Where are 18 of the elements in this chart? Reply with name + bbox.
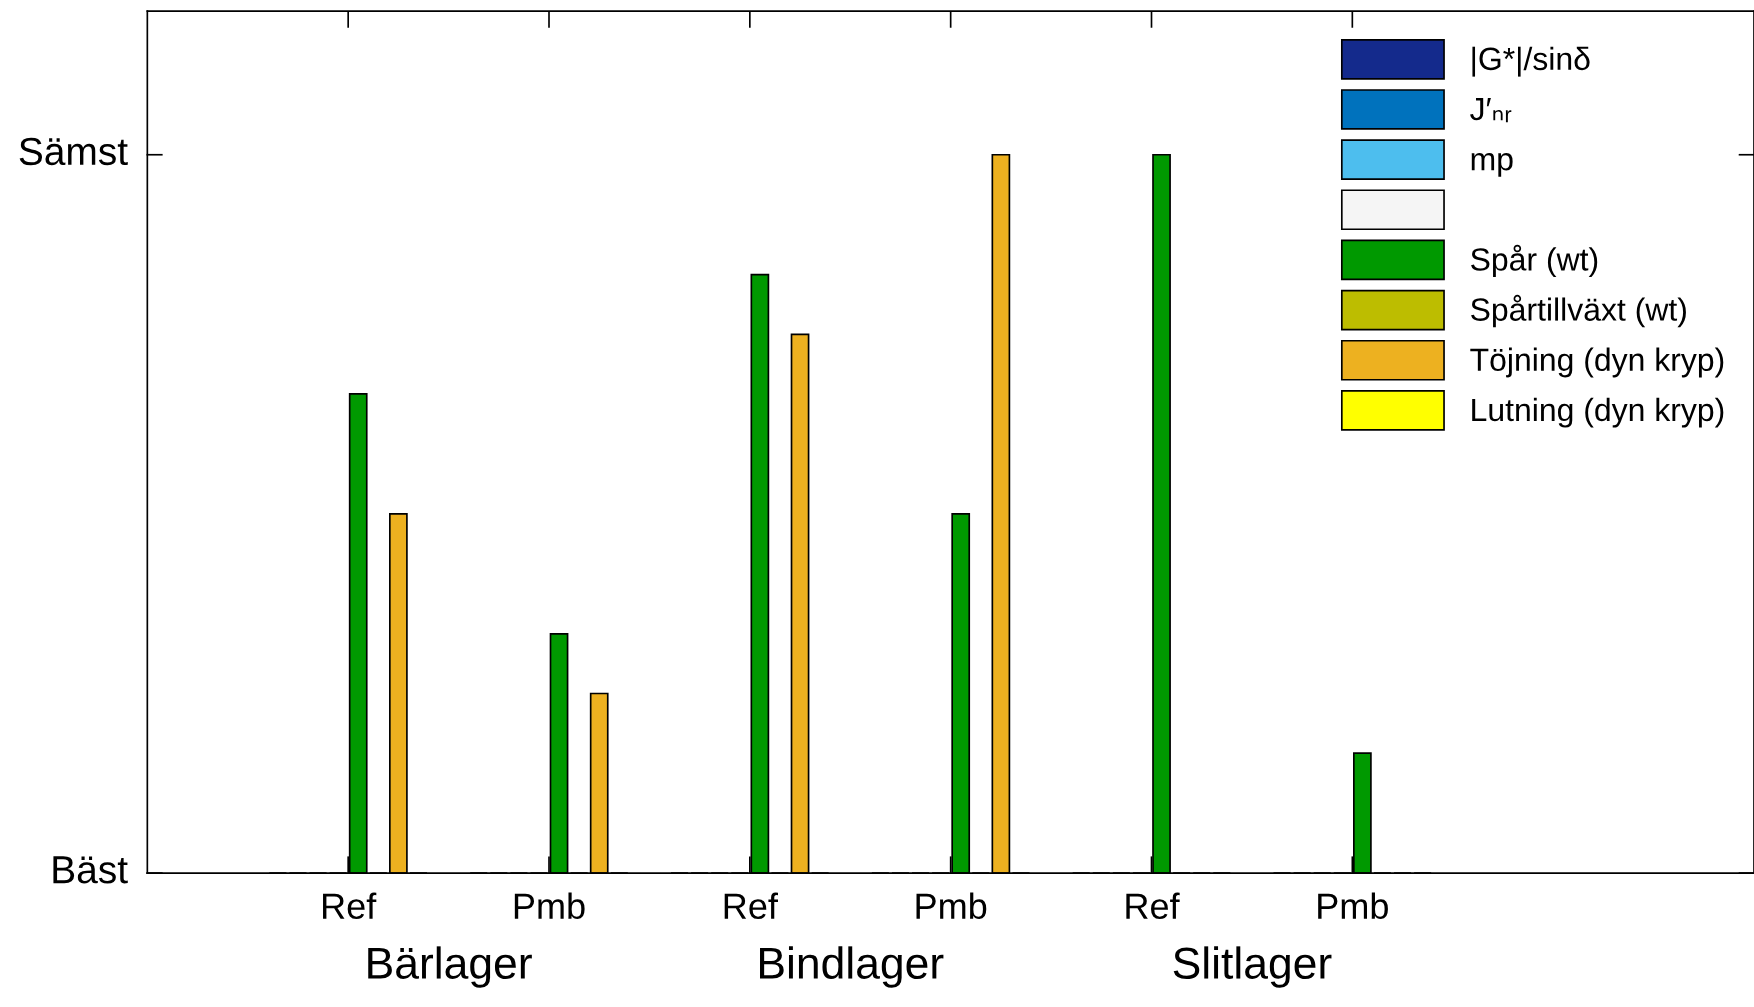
x-tick-label: Ref — [724, 892, 778, 920]
legend-label: |G*|/sinδ — [1472, 46, 1590, 77]
x-tick-label: Pmb — [514, 892, 585, 920]
legend-label: Lutning (dyn kryp) — [1472, 397, 1724, 428]
text: Bindlager — [760, 946, 944, 988]
legend-label: mp — [1471, 152, 1513, 177]
legend-label: Spår (wt) — [1471, 244, 1598, 278]
legend-label: Spårtillväxt (wt) — [1471, 294, 1686, 328]
x-tick-label: Pmb — [916, 892, 987, 920]
x-tick-label: Ref — [1126, 892, 1180, 920]
legend-label: J′ₙᵣ — [1470, 98, 1512, 123]
text: Bärlager — [368, 946, 532, 988]
x-tick-label: Pmb — [1318, 892, 1388, 920]
legend-label: Töjning (dyn kryp) — [1470, 347, 1724, 378]
text: Sämst — [19, 137, 128, 166]
text: Slitlager — [1173, 946, 1332, 988]
text: Bäst — [53, 856, 128, 884]
x-tick-label: Ref — [323, 892, 377, 920]
